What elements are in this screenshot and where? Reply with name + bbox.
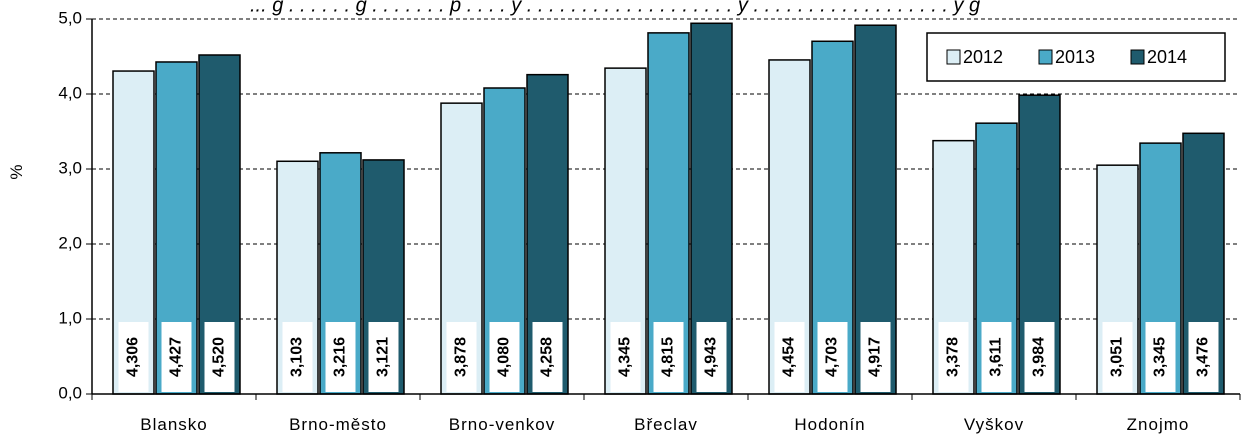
data-label: 3,121 [375, 337, 392, 377]
data-label: 4,427 [168, 337, 185, 377]
data-label: 4,815 [660, 337, 677, 377]
x-category-label: Blansko [140, 415, 207, 434]
legend-label: 2012 [963, 47, 1003, 67]
x-category-label: Znojmo [1127, 415, 1190, 434]
data-label: 3,476 [1195, 337, 1212, 377]
data-label: 4,306 [125, 337, 142, 377]
data-label: 3,051 [1109, 337, 1126, 377]
data-label-box [489, 322, 520, 392]
x-category-labels: Blansko Brno-město Brno-venkov Břeclav Hodon… [140, 415, 1190, 434]
data-label: 4,345 [617, 337, 634, 377]
x-category-label: Vyškov [964, 415, 1024, 434]
data-label-box [1188, 322, 1219, 392]
axes [86, 18, 1241, 400]
legend-swatch [1038, 49, 1053, 65]
y-tick-label: 1,0 [58, 308, 82, 327]
legend-swatch [946, 49, 961, 65]
data-label: 4,258 [539, 337, 556, 377]
data-label-box [446, 322, 477, 392]
x-category-label: Břeclav [634, 415, 698, 434]
data-label-box [696, 322, 727, 392]
data-label-box [118, 322, 149, 392]
data-label-box [653, 322, 684, 392]
y-tick-label: 0,0 [58, 383, 82, 402]
data-label: 4,080 [496, 337, 513, 377]
y-axis-label: % [7, 164, 26, 179]
data-label-box [368, 322, 399, 392]
legend-swatch [1130, 49, 1145, 65]
y-tick-label: 3,0 [58, 158, 82, 177]
data-label-box [610, 322, 641, 392]
data-label: 3,216 [332, 337, 349, 377]
data-label: 3,611 [988, 337, 1005, 376]
y-tick-labels: 0,0 1,0 2,0 3,0 4,0 5,0 [58, 8, 82, 402]
x-category-label: Brno-venkov [449, 415, 555, 434]
data-label: 4,520 [211, 337, 228, 377]
data-label: 4,454 [781, 337, 798, 377]
data-label-box [204, 322, 235, 392]
y-tick-label: 2,0 [58, 233, 82, 252]
data-label: 4,943 [703, 337, 720, 377]
data-label-box [1102, 322, 1133, 392]
data-label-box [1024, 322, 1055, 392]
data-label: 3,984 [1031, 337, 1048, 377]
data-label: 4,917 [867, 337, 884, 377]
data-label-box [817, 322, 848, 392]
data-label: 3,103 [289, 337, 306, 377]
data-label-box [282, 322, 313, 392]
data-label: 3,878 [453, 337, 470, 377]
data-label: 3,345 [1152, 337, 1169, 377]
data-label: 3,378 [945, 337, 962, 377]
data-label-box [774, 322, 805, 392]
legend: 2012 2013 2014 [926, 32, 1226, 82]
data-label-box [532, 322, 563, 392]
legend-box [926, 32, 1226, 82]
y-tick-label: 5,0 [58, 8, 82, 27]
data-label-box [938, 322, 969, 392]
data-label-box [981, 322, 1012, 392]
x-category-label: Brno-město [289, 415, 387, 434]
y-tick-label: 4,0 [58, 83, 82, 102]
legend-label: 2013 [1055, 47, 1095, 67]
x-category-label: Hodonín [794, 415, 865, 434]
bar-marks: 4,306 4,427 4,520 3,103 3,216 3,121 3,878 4,080… [112, 22, 1225, 395]
chart-title: ... g . . . . . . g . . . . . . . p . . … [250, 0, 980, 16]
data-label-box [325, 322, 356, 392]
data-label-box [1145, 322, 1176, 392]
legend-label: 2014 [1147, 47, 1187, 67]
data-label-box [860, 322, 891, 392]
data-label: 4,703 [824, 337, 841, 377]
data-label-box [161, 322, 192, 392]
